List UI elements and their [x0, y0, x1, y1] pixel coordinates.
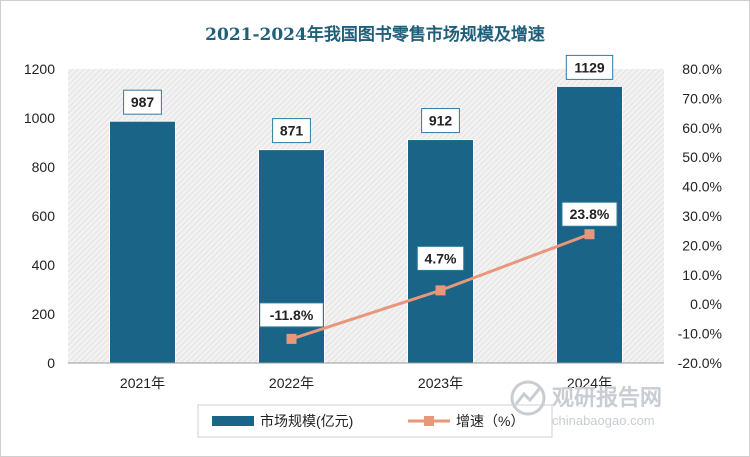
- y-left-tick-label: 200: [32, 306, 56, 322]
- y-left-tick-label: 800: [32, 159, 56, 175]
- bar-value-label-box: [421, 108, 460, 134]
- growth-value-label: 4.7%: [425, 250, 457, 266]
- legend: [197, 404, 553, 438]
- growth-value-label: -11.8%: [270, 307, 314, 323]
- bar-1: [109, 120, 176, 364]
- x-tick-label: 2023年: [418, 375, 463, 391]
- x-tick-label: 2022年: [269, 375, 314, 391]
- y-left-tick-label: 0: [47, 355, 55, 371]
- y-left-tick-label: 1200: [24, 61, 55, 77]
- y-right-tick-label: 0.0%: [690, 296, 722, 312]
- y-right-tick-label: 30.0%: [682, 208, 722, 224]
- y-right-tick-label: 50.0%: [682, 149, 722, 165]
- growth-value-label: 23.8%: [570, 206, 610, 222]
- bar-value-label-box: [123, 89, 162, 115]
- y-left-tick-label: 1000: [24, 110, 55, 126]
- y-right-tick-label: 80.0%: [682, 61, 722, 77]
- growth-value-label-box: [416, 245, 465, 271]
- bar-value-label: 912: [429, 113, 453, 129]
- bar-value-label-box: [272, 118, 311, 144]
- x-tick-label: 2024年: [567, 375, 612, 391]
- growth-marker-3: [435, 285, 446, 296]
- y-right-tick-label: -20.0%: [678, 355, 722, 371]
- logo-icon: [510, 380, 546, 416]
- growth-value-label-box: [561, 201, 618, 227]
- y-right-tick-label: 60.0%: [682, 120, 722, 136]
- chart-title: 2021-2024年我国图书零售市场规模及增速: [205, 24, 545, 45]
- legend-label-market-size: 市场规模(亿元): [260, 413, 353, 429]
- y-right-tick-label: 20.0%: [682, 237, 722, 253]
- growth-value-label-box: [259, 302, 324, 328]
- watermark-url: chinabaogao.com: [552, 413, 655, 428]
- x-tick-label: 2021年: [120, 375, 165, 391]
- legend-label-growth: 增速（%）: [456, 413, 524, 429]
- y-left-tick-label: 600: [32, 208, 56, 224]
- bar-value-label: 1129: [574, 59, 605, 75]
- bar-value-label: 987: [131, 94, 155, 110]
- growth-marker-4: [584, 229, 595, 240]
- legend-swatch-bar: [212, 416, 254, 426]
- bar-2: [258, 149, 325, 364]
- legend-swatch-marker: [424, 416, 434, 426]
- y-left-tick-label: 400: [32, 257, 56, 273]
- y-right-tick-label: -10.0%: [678, 326, 722, 342]
- watermark-text: 观研报告网: [552, 385, 662, 410]
- growth-marker-2: [286, 333, 297, 344]
- y-right-tick-label: 70.0%: [682, 90, 722, 106]
- y-right-tick-label: 10.0%: [682, 267, 722, 283]
- bar-value-label: 871: [280, 123, 304, 139]
- y-right-tick-label: 40.0%: [682, 179, 722, 195]
- bar-value-label-box: [565, 54, 614, 80]
